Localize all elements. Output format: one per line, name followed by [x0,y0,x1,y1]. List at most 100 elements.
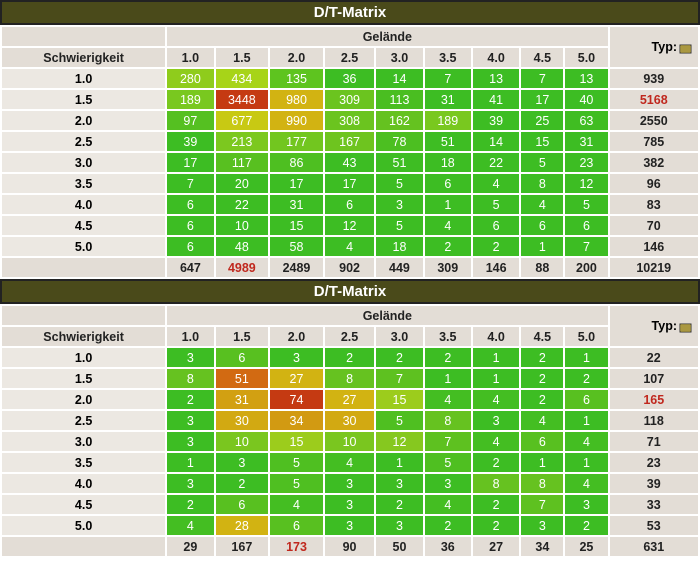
matrix-cell[interactable]: 6 [521,216,564,235]
matrix-cell[interactable]: 31 [424,90,471,109]
matrix-cell[interactable]: 1 [565,348,608,367]
matrix-cell[interactable]: 2 [376,495,423,514]
matrix-cell[interactable]: 5 [270,453,323,472]
matrix-cell[interactable]: 8 [424,411,471,430]
matrix-cell[interactable]: 4 [424,390,471,409]
matrix-cell[interactable]: 1 [472,348,520,367]
matrix-cell[interactable]: 6 [324,195,375,214]
matrix-cell[interactable]: 22 [472,153,520,172]
matrix-cell[interactable]: 15 [521,132,564,151]
matrix-cell[interactable]: 5 [270,474,323,493]
matrix-cell[interactable]: 7 [521,69,564,88]
matrix-cell[interactable]: 22 [215,195,269,214]
matrix-cell[interactable]: 31 [270,195,323,214]
matrix-cell[interactable]: 677 [215,111,269,130]
matrix-cell[interactable]: 14 [376,69,423,88]
matrix-cell[interactable]: 36 [324,69,375,88]
matrix-cell[interactable]: 5 [472,195,520,214]
matrix-cell[interactable]: 4 [472,174,520,193]
matrix-cell[interactable]: 6 [565,216,608,235]
matrix-cell[interactable]: 30 [324,411,375,430]
matrix-cell[interactable]: 177 [270,132,323,151]
matrix-cell[interactable]: 58 [270,237,323,256]
matrix-cell[interactable]: 63 [565,111,608,130]
matrix-cell[interactable]: 15 [270,432,323,451]
matrix-cell[interactable]: 3 [167,348,214,367]
matrix-cell[interactable]: 17 [324,174,375,193]
matrix-cell[interactable]: 1 [424,195,471,214]
matrix-cell[interactable]: 4 [521,411,564,430]
matrix-cell[interactable]: 5 [376,411,423,430]
matrix-cell[interactable]: 1 [376,453,423,472]
matrix-cell[interactable]: 8 [324,369,375,388]
matrix-cell[interactable]: 4 [472,432,520,451]
matrix-cell[interactable]: 3 [167,411,214,430]
matrix-cell[interactable]: 2 [424,237,471,256]
matrix-cell[interactable]: 2 [521,348,564,367]
matrix-cell[interactable]: 23 [565,153,608,172]
matrix-cell[interactable]: 3 [324,474,375,493]
matrix-cell[interactable]: 135 [270,69,323,88]
matrix-cell[interactable]: 6 [167,237,214,256]
matrix-cell[interactable]: 8 [521,474,564,493]
matrix-cell[interactable]: 8 [167,369,214,388]
matrix-cell[interactable]: 4 [270,495,323,514]
matrix-cell[interactable]: 4 [521,195,564,214]
matrix-cell[interactable]: 20 [215,174,269,193]
matrix-cell[interactable]: 13 [472,69,520,88]
matrix-cell[interactable]: 309 [324,90,375,109]
matrix-cell[interactable]: 4 [167,516,214,535]
matrix-cell[interactable]: 5 [376,216,423,235]
matrix-cell[interactable]: 3 [167,474,214,493]
cache-type-icon-traditional[interactable] [679,43,692,54]
matrix-cell[interactable]: 51 [424,132,471,151]
matrix-cell[interactable]: 14 [472,132,520,151]
matrix-cell[interactable]: 3 [215,453,269,472]
matrix-cell[interactable]: 4 [424,495,471,514]
matrix-cell[interactable]: 2 [521,369,564,388]
matrix-cell[interactable]: 4 [424,216,471,235]
matrix-cell[interactable]: 6 [167,216,214,235]
matrix-cell[interactable]: 4 [324,453,375,472]
matrix-cell[interactable]: 10 [215,432,269,451]
matrix-cell[interactable]: 113 [376,90,423,109]
matrix-cell[interactable]: 308 [324,111,375,130]
matrix-cell[interactable]: 51 [376,153,423,172]
matrix-cell[interactable]: 78 [376,132,423,151]
matrix-cell[interactable]: 48 [215,237,269,256]
matrix-cell[interactable]: 6 [424,174,471,193]
matrix-cell[interactable]: 7 [424,432,471,451]
matrix-cell[interactable]: 7 [565,237,608,256]
matrix-cell[interactable]: 17 [521,90,564,109]
matrix-cell[interactable]: 6 [521,432,564,451]
matrix-cell[interactable]: 31 [215,390,269,409]
matrix-cell[interactable]: 7 [424,69,471,88]
matrix-cell[interactable]: 5 [424,453,471,472]
matrix-cell[interactable]: 2 [472,453,520,472]
matrix-cell[interactable]: 74 [270,390,323,409]
matrix-cell[interactable]: 2 [424,348,471,367]
matrix-cell[interactable]: 6 [215,495,269,514]
matrix-cell[interactable]: 117 [215,153,269,172]
matrix-cell[interactable]: 7 [167,174,214,193]
cache-type-icon-multi[interactable] [679,322,692,333]
matrix-cell[interactable]: 3 [270,348,323,367]
matrix-cell[interactable]: 31 [565,132,608,151]
matrix-cell[interactable]: 27 [270,369,323,388]
matrix-cell[interactable]: 86 [270,153,323,172]
matrix-cell[interactable]: 2 [472,237,520,256]
matrix-cell[interactable]: 15 [270,216,323,235]
matrix-cell[interactable]: 43 [324,153,375,172]
matrix-cell[interactable]: 2 [167,390,214,409]
matrix-cell[interactable]: 7 [376,369,423,388]
matrix-cell[interactable]: 1 [167,453,214,472]
matrix-cell[interactable]: 8 [472,474,520,493]
matrix-cell[interactable]: 6 [215,348,269,367]
matrix-cell[interactable]: 34 [270,411,323,430]
matrix-cell[interactable]: 15 [376,390,423,409]
matrix-cell[interactable]: 12 [324,216,375,235]
matrix-cell[interactable]: 4 [565,432,608,451]
matrix-cell[interactable]: 4 [565,474,608,493]
matrix-cell[interactable]: 2 [424,516,471,535]
matrix-cell[interactable]: 4 [472,390,520,409]
